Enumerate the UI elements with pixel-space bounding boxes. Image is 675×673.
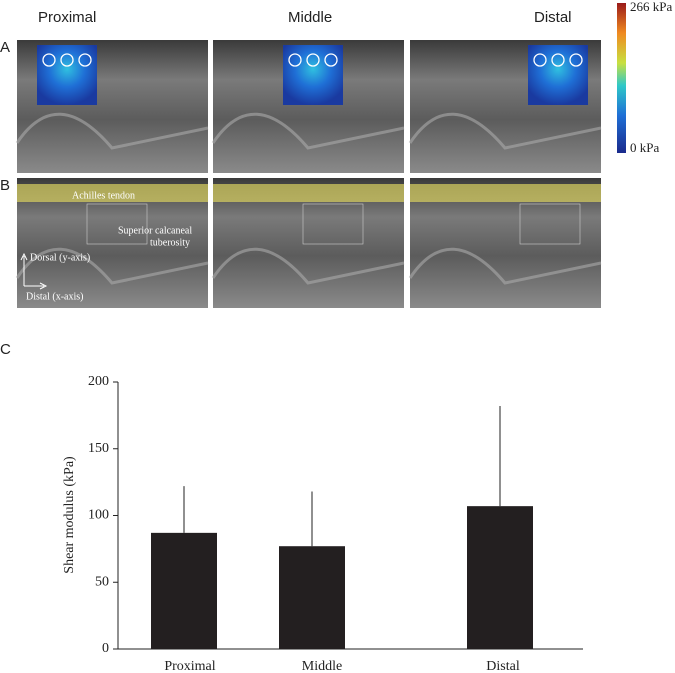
roi-circle (42, 53, 56, 67)
roi-circle (533, 53, 547, 67)
x-tick-label: Proximal (164, 659, 215, 673)
colorbar-label: 266 kPa (630, 0, 672, 14)
y-tick-label: 150 (88, 441, 109, 456)
roi-circle (288, 53, 302, 67)
tissue-contour (408, 247, 602, 285)
colorbar (617, 3, 626, 153)
x-tick-label: Distal (486, 659, 520, 673)
roi-circle (60, 53, 74, 67)
y-tick-label: 50 (95, 574, 109, 589)
annotation: Achilles tendon (72, 190, 135, 201)
bar (279, 546, 345, 649)
roi-circle (306, 53, 320, 67)
x-tick-label: Middle (302, 659, 342, 673)
roi-circle (78, 53, 92, 67)
y-tick-label: 100 (88, 508, 109, 523)
annotation: tuberosity (150, 237, 190, 248)
y-axis-label: Shear modulus (kPa) (62, 456, 77, 574)
roi-circle (569, 53, 583, 67)
y-tick-label: 0 (102, 641, 109, 656)
column-heading: Proximal (38, 9, 96, 26)
colorbar-label: 0 kPa (630, 140, 659, 155)
bar (151, 532, 217, 649)
annotation: Superior calcaneal (118, 225, 192, 236)
tissue-contour (15, 247, 209, 285)
bar (467, 506, 533, 649)
tendon-overlay (213, 184, 404, 202)
panel-label: A (0, 39, 10, 56)
annotation: Distal (x-axis) (26, 291, 84, 302)
roi-box (86, 203, 148, 245)
ultrasound-images (15, 40, 602, 308)
tendon-overlay (17, 184, 208, 202)
roi-circle (551, 53, 565, 67)
axis-arrows (20, 252, 48, 290)
annotation: Dorsal (y-axis) (30, 252, 90, 263)
roi-circle (324, 53, 338, 67)
y-tick-label: 200 (88, 374, 109, 389)
tissue-contour (211, 112, 405, 150)
roi-box (302, 203, 364, 245)
panel-label: B (0, 177, 10, 194)
tissue-contour (211, 247, 405, 285)
panel-label: C (0, 341, 11, 358)
roi-box (519, 203, 581, 245)
tissue-contour (408, 112, 602, 150)
tendon-overlay (410, 184, 601, 202)
column-heading: Distal (534, 9, 572, 26)
tissue-contour (15, 112, 209, 150)
column-heading: Middle (288, 9, 332, 26)
